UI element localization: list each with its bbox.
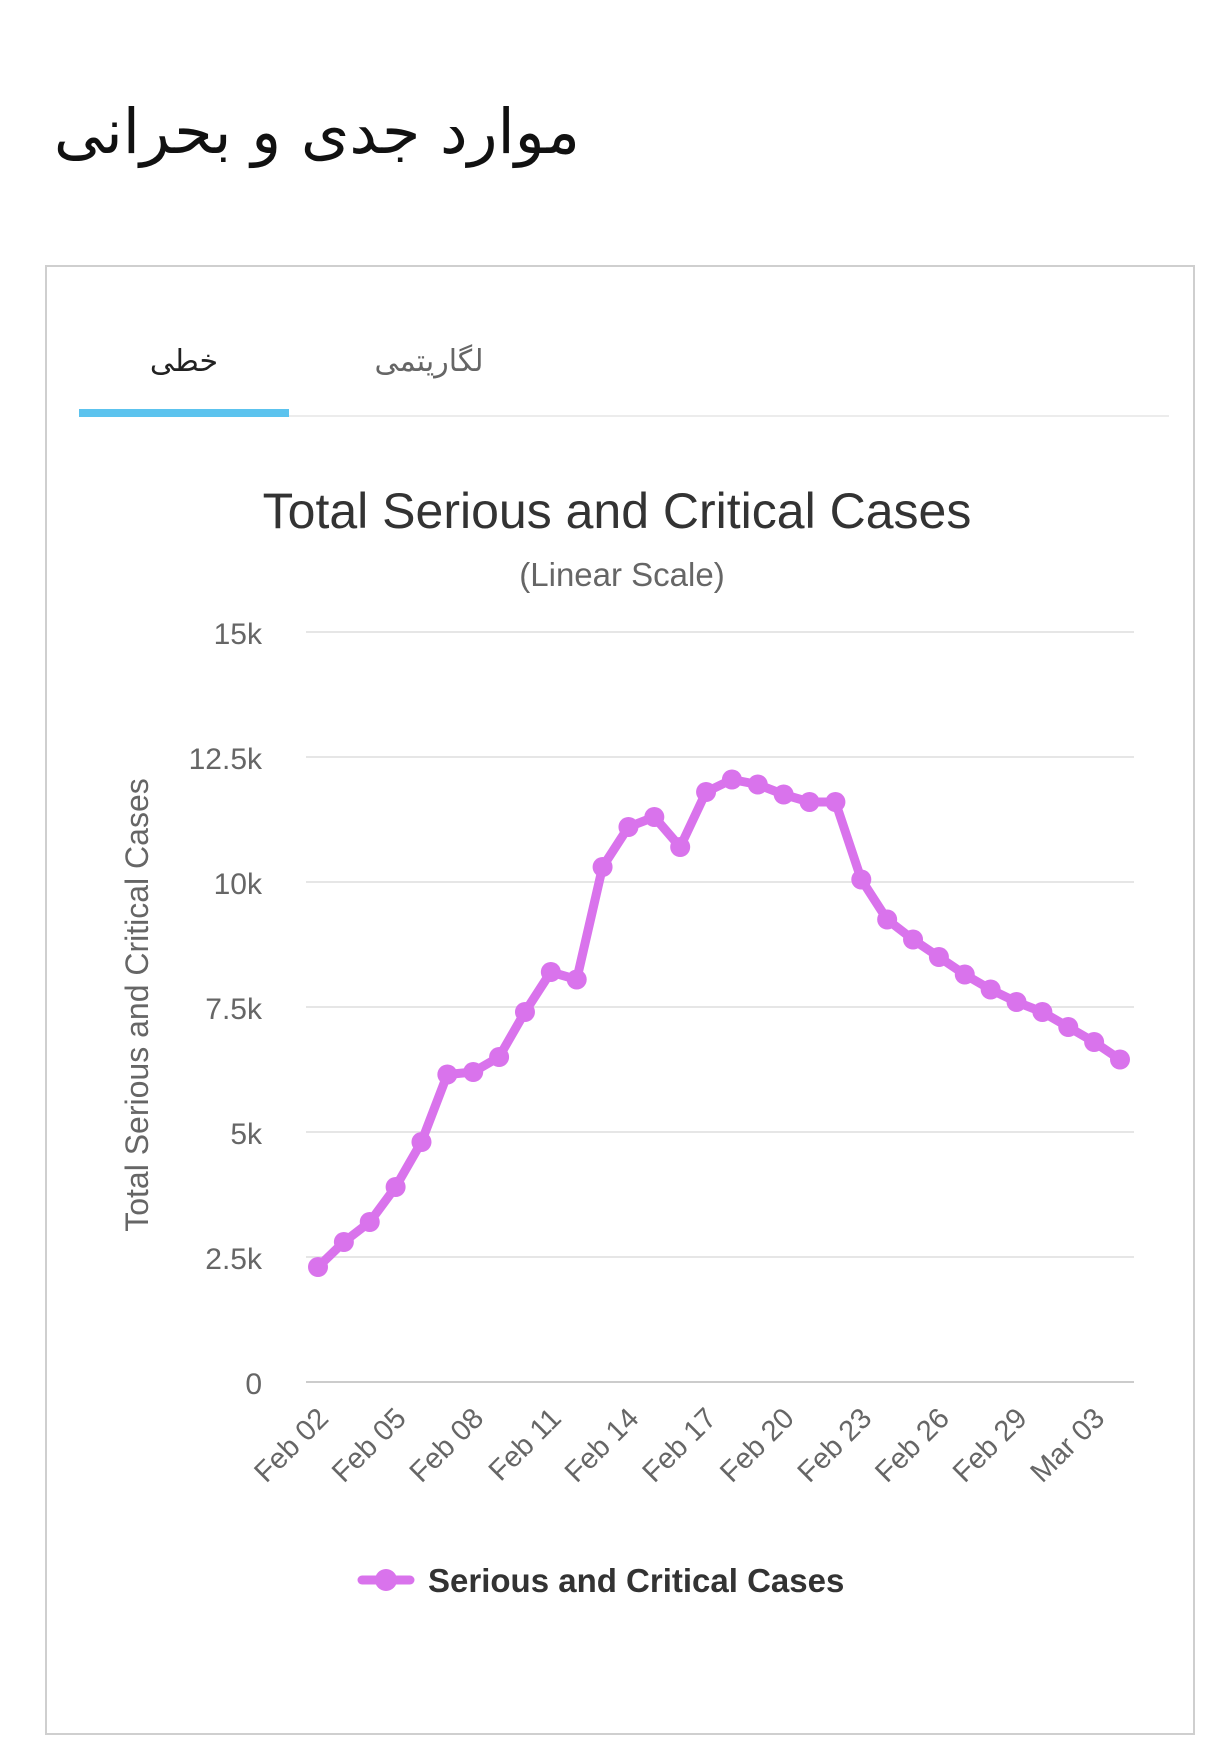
y-axis-ticks: 0 2.5k 5k 7.5k 10k 12.5k 15k [189,618,263,1401]
y-tick-label: 12.5k [189,743,263,776]
data-point [385,1177,406,1197]
chart-subtitle: (Linear Scale) [519,556,724,593]
x-tick-label: Feb 02 [248,1402,334,1488]
x-tick-label: Feb 17 [637,1402,723,1488]
data-point [308,1257,328,1277]
scale-tabs: خطی لگاریتمی [79,307,1169,417]
data-point [540,962,561,982]
grid-lines [306,631,1134,1383]
y-axis-label: Total Serious and Critical Cases [119,778,155,1232]
data-point [359,1212,380,1232]
data-point [437,1064,458,1085]
data-point [825,792,846,812]
data-point [773,784,794,805]
data-point [721,769,742,790]
y-tick-label: 2.5k [205,1243,263,1276]
data-point [903,929,924,950]
y-tick-label: 15k [214,618,263,651]
series-line [313,775,1125,1272]
data-point [1110,1049,1130,1070]
y-tick-label: 0 [245,1368,262,1401]
data-point [851,869,872,890]
chart-title: Total Serious and Critical Cases [263,483,972,539]
data-point [411,1132,432,1152]
data-point [566,969,587,990]
data-point [333,1232,354,1252]
legend[interactable]: Serious and Critical Cases [357,1562,844,1599]
data-point [1058,1017,1079,1037]
y-tick-label: 10k [214,868,263,901]
data-point [1084,1032,1105,1052]
x-tick-label: Feb 23 [792,1402,878,1488]
data-point [618,817,639,837]
data-point [489,1047,510,1067]
x-tick-label: Feb 14 [559,1402,645,1488]
x-tick-label: Mar 03 [1025,1402,1111,1488]
data-point [514,1002,535,1022]
data-point [980,979,1001,1000]
y-tick-label: 5k [230,1118,263,1151]
x-tick-label: Feb 11 [483,1402,568,1487]
data-point [670,837,691,857]
data-point [747,774,768,795]
x-tick-label: Feb 26 [869,1402,955,1488]
data-point [696,782,717,802]
data-point [954,964,975,985]
tab-linear[interactable]: خطی [149,343,219,379]
legend-swatch-marker [375,1569,397,1591]
active-tab-indicator [79,409,289,417]
x-tick-label: Feb 20 [714,1402,800,1488]
data-point [799,792,820,812]
data-point [928,947,949,967]
y-tick-label: 7.5k [205,993,263,1026]
legend-label: Serious and Critical Cases [428,1562,844,1599]
data-point [592,857,613,877]
page-title: موارد جدی و بحرانی [53,95,580,168]
data-point [1032,1002,1053,1022]
data-point [463,1062,484,1082]
data-point [1006,992,1027,1012]
x-tick-label: Feb 08 [404,1402,490,1488]
data-point [644,807,665,827]
x-tick-label: Feb 29 [947,1402,1033,1488]
series-group [308,769,1130,1277]
data-point [877,909,898,930]
tab-logarithmic[interactable]: لگاریتمی [374,343,484,379]
x-tick-label: Feb 05 [326,1402,412,1488]
